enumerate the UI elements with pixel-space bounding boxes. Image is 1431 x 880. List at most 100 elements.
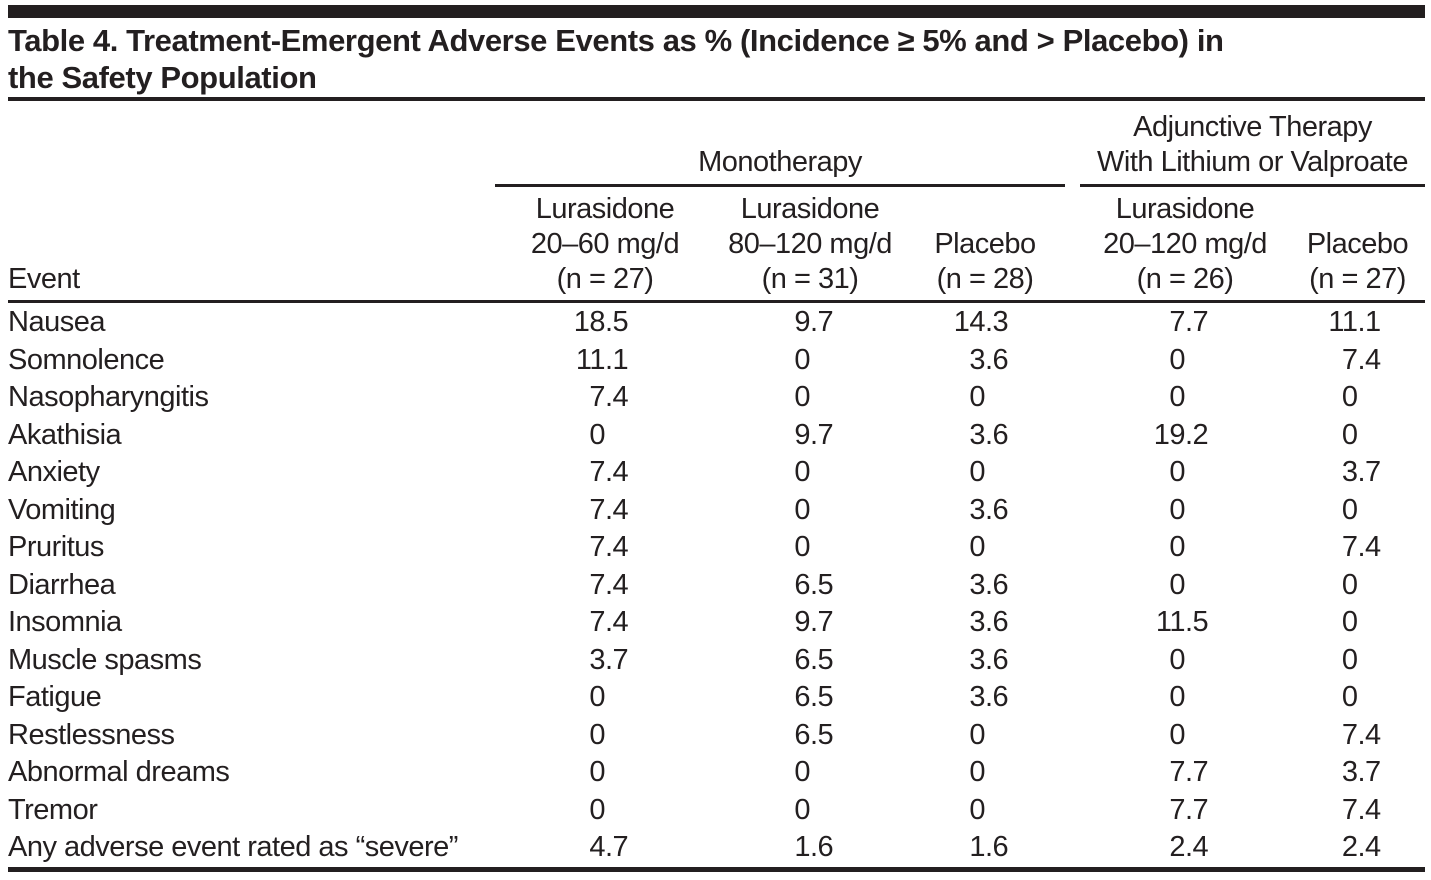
value-cell: 7.7 (1080, 754, 1290, 792)
value-int: 0 (1169, 493, 1185, 526)
value-cell: 7.4 (495, 379, 715, 417)
value-frac: .5 (605, 306, 629, 338)
column-gap (1065, 642, 1080, 680)
table-row: Akathisia 0 9.7 3.6 19.2 0 (8, 417, 1425, 455)
group-header-line: Monotherapy (698, 146, 862, 178)
value-frac (985, 792, 1065, 830)
value-frac: .4 (1185, 831, 1209, 863)
value-cell: 3.7 (1290, 454, 1425, 492)
value-frac: .6 (985, 343, 1009, 376)
value-frac: .6 (985, 418, 1009, 451)
value-cell: 7.4 (495, 604, 715, 642)
value-frac: .6 (985, 643, 1009, 676)
value-frac (985, 529, 1065, 567)
value-cell: 0 (1290, 679, 1425, 717)
value-cell: 0 (1080, 379, 1290, 417)
event-name: Diarrhea (8, 568, 116, 601)
value-cell: 6.5 (715, 717, 905, 755)
event-name: Insomnia (8, 606, 122, 638)
value-frac: .4 (1357, 793, 1382, 826)
value-cell: 7.4 (1290, 792, 1425, 830)
value-cell: 0 (1080, 717, 1290, 755)
value-frac (810, 754, 905, 792)
value-frac (985, 717, 1065, 755)
value-int: 3 (969, 643, 985, 676)
value-frac: .4 (605, 568, 629, 601)
value-frac: .4 (1357, 343, 1382, 376)
value-int: 0 (969, 793, 985, 826)
value-int: 0 (1169, 568, 1185, 601)
table-row: Pruritus 7.4 0 0 0 7.4 (8, 529, 1425, 567)
value-int: 7 (589, 606, 605, 638)
value-int: 0 (794, 493, 810, 526)
value-int: 0 (969, 718, 985, 751)
value-cell: 11.1 (1290, 304, 1425, 342)
value-frac: .7 (605, 831, 629, 863)
bottom-rule (8, 867, 1425, 872)
value-frac (605, 717, 715, 755)
value-int: 0 (794, 343, 810, 376)
value-cell: 0 (1080, 642, 1290, 680)
value-int: 7 (1169, 306, 1185, 338)
value-frac (1185, 642, 1290, 680)
value-cell: 0 (1080, 679, 1290, 717)
value-frac: .4 (1357, 831, 1382, 863)
column-gap (1065, 342, 1080, 380)
value-cell: 0 (715, 792, 905, 830)
value-int: 3 (589, 643, 605, 676)
table-row: Any adverse event rated as “severe” 4.7 1.… (8, 829, 1425, 867)
value-int: 7 (1341, 793, 1358, 826)
column-header-line: (n = 27) (1309, 263, 1406, 295)
value-cell: 19.2 (1080, 417, 1290, 455)
value-frac (810, 529, 905, 567)
value-cell: 0 (1080, 529, 1290, 567)
value-frac (985, 379, 1065, 417)
value-cell: 7.4 (1290, 717, 1425, 755)
value-frac (985, 454, 1065, 492)
column-gap (1065, 754, 1080, 792)
event-name: Somnolence (8, 343, 165, 376)
value-int: 7 (1169, 793, 1185, 826)
value-int: 0 (1341, 381, 1358, 413)
table-row: Vomiting 7.4 0 3.6 0 0 (8, 492, 1425, 530)
value-cell: 6.5 (715, 679, 905, 717)
value-cell: 0 (715, 454, 905, 492)
value-int: 0 (1341, 606, 1358, 638)
value-cell: 0 (715, 492, 905, 530)
column-gap (1065, 417, 1080, 455)
value-cell: 3.6 (905, 342, 1065, 380)
value-int: 6 (794, 643, 810, 676)
value-cell: 7.4 (495, 454, 715, 492)
value-int: 3 (969, 681, 985, 713)
value-cell: 0 (905, 454, 1065, 492)
value-int: 0 (1169, 343, 1185, 376)
column-gap (1065, 792, 1080, 830)
value-cell: 3.6 (905, 604, 1065, 642)
table-row: Nausea 18.5 9.7 14.3 7.7 11.1 (8, 304, 1425, 342)
value-cell: 0 (715, 379, 905, 417)
column-gap (1065, 829, 1080, 867)
event-name: Akathisia (8, 418, 122, 451)
value-frac (1358, 642, 1426, 680)
value-int: 7 (1341, 531, 1358, 563)
event-name: Muscle spasms (8, 643, 202, 676)
column-group-header: Adjunctive Therapy With Lithium or Valpro… (1080, 110, 1425, 180)
value-int: 0 (969, 381, 985, 413)
column-header-line: (n = 31) (761, 263, 859, 295)
value-frac: .1 (605, 343, 629, 376)
value-int: 3 (969, 418, 985, 451)
value-int: 7 (589, 456, 605, 488)
table-row: Insomnia 7.4 9.7 3.6 11.5 0 (8, 604, 1425, 642)
value-frac: .4 (605, 606, 629, 638)
event-column-header: Event (8, 263, 80, 295)
value-int: 18 (573, 306, 606, 338)
value-cell: 2.4 (1080, 829, 1290, 867)
value-int: 3 (1341, 456, 1358, 488)
value-int: 11 (1328, 306, 1358, 338)
value-frac: .7 (1357, 456, 1382, 488)
column-gap (1065, 454, 1080, 492)
value-cell: 0 (1080, 492, 1290, 530)
value-int: 4 (589, 831, 605, 863)
value-int: 7 (589, 493, 605, 526)
value-cell: 7.4 (1290, 529, 1425, 567)
